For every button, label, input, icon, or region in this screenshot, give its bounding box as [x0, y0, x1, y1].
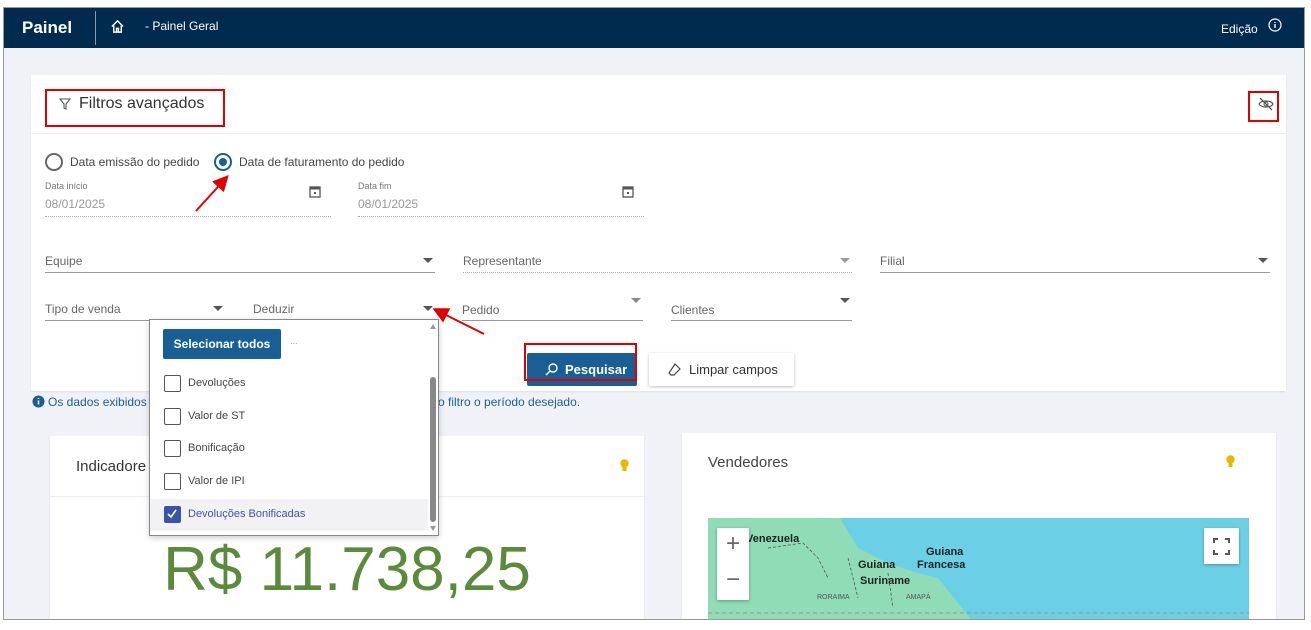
- equipe-select[interactable]: Equipe: [45, 254, 435, 273]
- filters-title: Filtros avançados: [79, 95, 205, 112]
- radio-label: Data emissão do pedido: [70, 155, 200, 169]
- chevron-down-icon: [840, 258, 850, 263]
- filial-select[interactable]: Filial: [880, 254, 1270, 273]
- zoom-in-button[interactable]: +: [725, 530, 740, 557]
- filter-icon: [59, 98, 71, 110]
- chevron-down-icon: [423, 258, 433, 263]
- info-icon: [32, 395, 45, 408]
- annotation-box: [1248, 91, 1279, 122]
- eraser-icon: [668, 363, 681, 376]
- field-label: Data início: [45, 181, 88, 191]
- clientes-select[interactable]: Clientes: [671, 296, 852, 321]
- card-title: Indicadore: [76, 458, 147, 475]
- divider: [31, 133, 1286, 134]
- option-valor-st[interactable]: Valor de ST: [150, 401, 428, 433]
- divider: [95, 11, 96, 45]
- map-label: Guiana: [858, 559, 896, 571]
- eye-off-icon[interactable]: [1258, 97, 1274, 111]
- card-title: Vendedores: [708, 454, 789, 471]
- annotation-box: [45, 89, 225, 127]
- select-label: Pedido: [462, 303, 500, 317]
- dropdown-scrollbar[interactable]: [429, 322, 438, 532]
- fullscreen-icon: [1213, 538, 1230, 555]
- app-window: Painel - Painel Geral Edição Filtros ava…: [3, 7, 1305, 620]
- breadcrumb[interactable]: - Painel Geral: [145, 19, 219, 33]
- arrow: [432, 308, 485, 335]
- info-note: o filtro o período desejado.: [438, 395, 581, 409]
- option-devolucoes[interactable]: Devoluções: [150, 368, 428, 400]
- button-label: Pesquisar: [565, 362, 628, 377]
- clear-fields-button[interactable]: Limpar campos: [649, 353, 794, 386]
- option-bonificacao[interactable]: Bonificação: [150, 433, 428, 465]
- select-label: Representante: [463, 254, 542, 268]
- map-land: [708, 518, 1249, 619]
- chevron-down-icon: [1258, 258, 1268, 263]
- option-valor-ipi[interactable]: Valor de IPI: [150, 466, 428, 498]
- app-title: Painel: [22, 18, 73, 37]
- zoom-out-button[interactable]: −: [725, 566, 740, 593]
- home-icon[interactable]: [110, 19, 125, 34]
- select-label: Filial: [880, 254, 905, 268]
- select-label: Clientes: [671, 303, 715, 317]
- field-value: 08/01/2025: [358, 197, 419, 211]
- map-label: Venezuela: [746, 533, 800, 545]
- arrow: [195, 175, 229, 212]
- chevron-down-icon: [840, 298, 850, 303]
- map-label: Francesa: [917, 559, 966, 571]
- select-all-button[interactable]: Selecionar todos: [163, 329, 281, 359]
- map-label: RORAIMA: [817, 594, 850, 601]
- info-icon[interactable]: [1268, 18, 1282, 32]
- fullscreen-button[interactable]: [1204, 528, 1239, 564]
- field-label: Data fim: [358, 181, 392, 191]
- chevron-down-icon: [213, 306, 223, 311]
- ellipsis: ...: [290, 336, 298, 346]
- info-note: Os dados exibidos: [48, 395, 147, 409]
- search-icon: [545, 363, 558, 376]
- chevron-down-icon: [631, 298, 641, 303]
- option-devolucoes-bonificadas[interactable]: Devoluções Bonificadas: [150, 499, 428, 531]
- radio-emission-date[interactable]: [45, 153, 63, 171]
- map-zoom-controls: + −: [717, 528, 749, 600]
- annotation-box: [524, 343, 637, 381]
- annotation-arrows: [195, 175, 485, 335]
- calendar-icon[interactable]: [309, 185, 321, 198]
- representante-select[interactable]: Representante: [463, 254, 852, 273]
- map-label: Suriname: [860, 575, 911, 587]
- sellers-map[interactable]: Venezuela Guiana Suriname Guiana Frances…: [708, 518, 1249, 619]
- deduzir-dropdown: Selecionar todos ... Devoluções Valor de…: [149, 319, 439, 536]
- map-label: AMAPÁ: [906, 594, 931, 601]
- start-date-field[interactable]: Data início 08/01/2025: [45, 181, 331, 217]
- tipo-venda-select[interactable]: Tipo de venda: [45, 302, 225, 321]
- top-bar: Painel - Painel Geral Edição: [4, 8, 1304, 48]
- edit-link[interactable]: Edição: [1221, 22, 1258, 36]
- lightbulb-icon[interactable]: [1226, 455, 1235, 469]
- calendar-icon[interactable]: [622, 185, 634, 198]
- button-label: Limpar campos: [689, 362, 778, 377]
- select-label: Deduzir: [253, 302, 295, 316]
- map-label: Guiana: [926, 546, 964, 558]
- radio-label: Data de faturamento do pedido: [239, 155, 405, 169]
- chevron-down-icon: [423, 306, 433, 311]
- radio-billing-date[interactable]: [214, 153, 232, 171]
- pedido-select[interactable]: Pedido: [462, 296, 643, 321]
- indicator-value: R$ 11.738,25: [163, 535, 531, 604]
- select-label: Equipe: [45, 254, 83, 268]
- end-date-field[interactable]: Data fim 08/01/2025: [358, 181, 644, 217]
- lightbulb-icon[interactable]: [620, 459, 629, 473]
- checkmark-icon: [167, 509, 177, 519]
- sellers-card: Vendedores Venezuela Guiana Suriname Gui…: [682, 433, 1276, 619]
- field-value: 08/01/2025: [45, 197, 106, 211]
- select-label: Tipo de venda: [45, 302, 121, 316]
